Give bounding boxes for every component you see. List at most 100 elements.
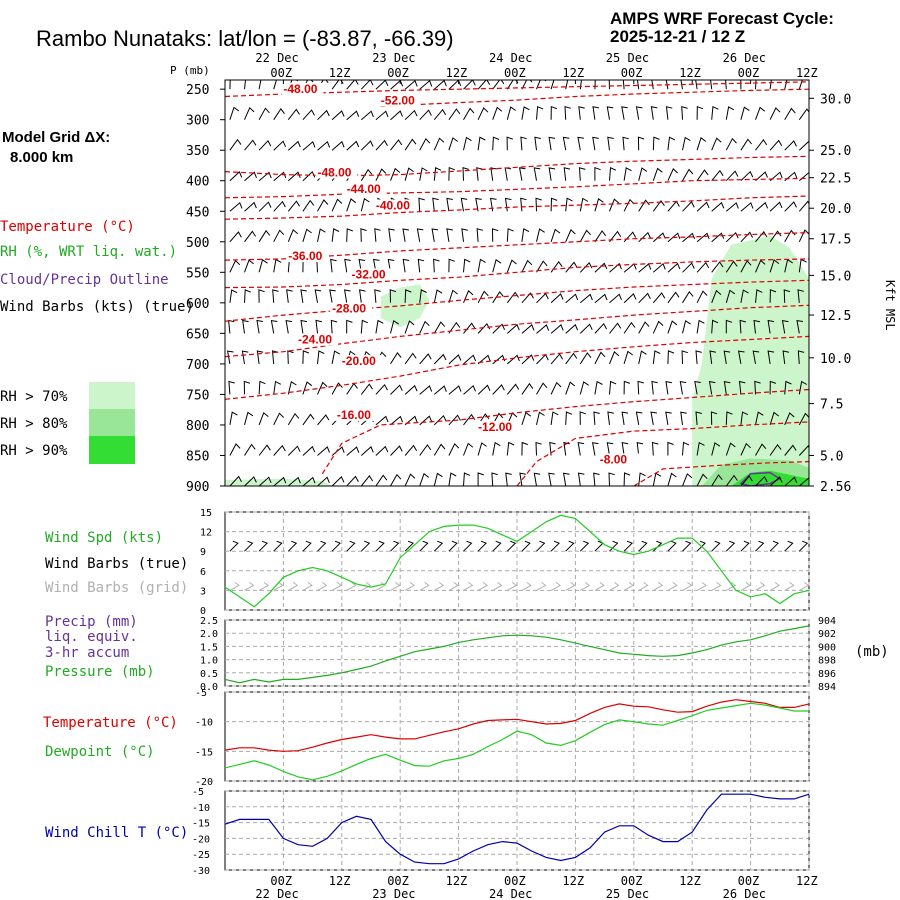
- wind-barb: [593, 411, 600, 425]
- wind-barb: [256, 319, 263, 334]
- wind-barb: [286, 289, 293, 303]
- wind-barb: [755, 80, 757, 90]
- isotherm-9: [225, 335, 809, 400]
- wind-barb: [273, 412, 285, 426]
- wind-barb: [346, 110, 360, 121]
- wind-barb-grid: [463, 582, 474, 591]
- wind-barb: [636, 80, 640, 90]
- isotherm-7: [225, 279, 809, 322]
- wind-barb: [594, 380, 603, 395]
- wind-barb: [287, 445, 301, 456]
- wind-barb: [695, 411, 702, 425]
- wind-barb: [696, 169, 709, 181]
- wind-barb-grid: [696, 582, 707, 591]
- wind-barb: [463, 290, 474, 303]
- wind-barb: [548, 472, 555, 486]
- wind-barb: [389, 289, 397, 303]
- wind-barb: [404, 167, 414, 181]
- wind-barb: [229, 201, 243, 212]
- wind-barb-grid: [375, 582, 386, 591]
- pressure-ytick: 902: [818, 629, 836, 640]
- wind-barb: [258, 80, 262, 90]
- wind-barb: [652, 232, 666, 243]
- wind-barb: [244, 230, 257, 243]
- wind-barb: [769, 259, 780, 273]
- wind-barb: [404, 415, 418, 426]
- wind-barb: [579, 293, 593, 304]
- wind-ytick: 0: [200, 606, 206, 617]
- wind-barb: [330, 319, 338, 334]
- wind-barb: [226, 350, 234, 364]
- wind-barb: [448, 137, 458, 151]
- wind-barb: [375, 474, 388, 486]
- height-tick-label: 22.5: [820, 172, 851, 187]
- wind-barb: [358, 258, 366, 273]
- wind-barb: [504, 167, 512, 181]
- time-tick-bottom: 00Z: [621, 874, 643, 888]
- wind-barb: [667, 136, 676, 151]
- wind-barb-true: [521, 540, 531, 552]
- wind-barb: [258, 380, 266, 395]
- wind-barb: [665, 106, 673, 120]
- wind-barb-true: [492, 540, 502, 552]
- wind-barb: [506, 259, 517, 273]
- wind-barb: [446, 228, 453, 242]
- wind-barb: [433, 108, 447, 121]
- wind-barb: [739, 319, 747, 334]
- wind-barb: [579, 381, 589, 395]
- wind-barb: [331, 446, 345, 456]
- wind-barb: [636, 441, 644, 456]
- wind-barb: [273, 444, 286, 456]
- wind-barb-grid: [726, 582, 737, 591]
- wind-barb: [390, 110, 403, 121]
- wind-barb: [229, 171, 243, 182]
- wind-barb: [375, 110, 389, 121]
- wind-barb: [346, 382, 358, 395]
- wind-barb: [492, 80, 505, 90]
- wind-barb: [682, 473, 693, 486]
- wind-barb: [419, 385, 433, 395]
- wind-barb-grid: [755, 582, 766, 591]
- wind-barb: [579, 229, 591, 243]
- wind-barb: [755, 443, 767, 456]
- wind-barb: [317, 140, 331, 151]
- legend-wind-barbs-true: Wind Barbs (true): [45, 556, 188, 572]
- pressure-tick-label: 350: [186, 144, 209, 159]
- wind-barb: [607, 411, 614, 425]
- wind-barb: [330, 258, 337, 273]
- wind-barb-grid: [521, 582, 532, 591]
- wind-barb: [682, 441, 690, 456]
- day-label-top: 23 Dec: [372, 51, 415, 65]
- wind-barb: [740, 138, 752, 151]
- day-label-bottom: 24 Dec: [489, 887, 532, 900]
- wind-barb: [725, 231, 739, 243]
- precip-ytick: 0.0: [200, 682, 218, 693]
- wind-barb: [404, 352, 417, 365]
- wind-barb: [681, 350, 688, 364]
- wind-barb: [621, 441, 629, 456]
- isotherm-3: [225, 177, 809, 199]
- wind-barb: [346, 446, 360, 456]
- time-tick-top: 12Z: [679, 66, 701, 80]
- wind-barb: [258, 229, 271, 243]
- day-label-top: 24 Dec: [489, 51, 532, 65]
- wind-barb: [287, 228, 299, 242]
- wind-barb: [402, 258, 410, 273]
- wind-barb: [769, 107, 781, 120]
- wind-barb: [302, 381, 313, 395]
- wind-barb: [258, 201, 272, 212]
- wind-barb: [536, 382, 548, 395]
- pressure-tick-label: 900: [186, 480, 209, 495]
- wind-barb: [651, 380, 658, 395]
- height-tick-label: 20.0: [820, 202, 851, 217]
- wind-barb: [463, 258, 471, 273]
- wind-barb: [360, 228, 367, 242]
- chill-ytick: -15: [192, 819, 210, 830]
- wind-barb: [784, 140, 797, 151]
- isotherm-label: -24.00: [298, 333, 332, 347]
- isotherm-label: -52.00: [381, 93, 415, 107]
- wind-barb: [565, 411, 573, 425]
- wind-barb: [463, 442, 474, 456]
